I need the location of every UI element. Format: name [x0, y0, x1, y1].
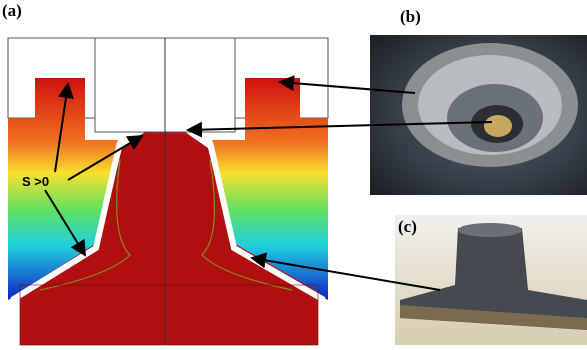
panel-label: (a)	[2, 1, 22, 20]
panel-b	[370, 35, 587, 195]
annotation: S >0	[22, 174, 49, 189]
panel-c	[395, 215, 587, 345]
panel-label: (b)	[400, 7, 421, 26]
rim	[458, 223, 522, 237]
figure: (a) (b) (c) S >0	[0, 0, 587, 350]
hole	[484, 115, 512, 137]
panel-a	[8, 38, 328, 345]
panel-label: (c)	[398, 217, 417, 236]
